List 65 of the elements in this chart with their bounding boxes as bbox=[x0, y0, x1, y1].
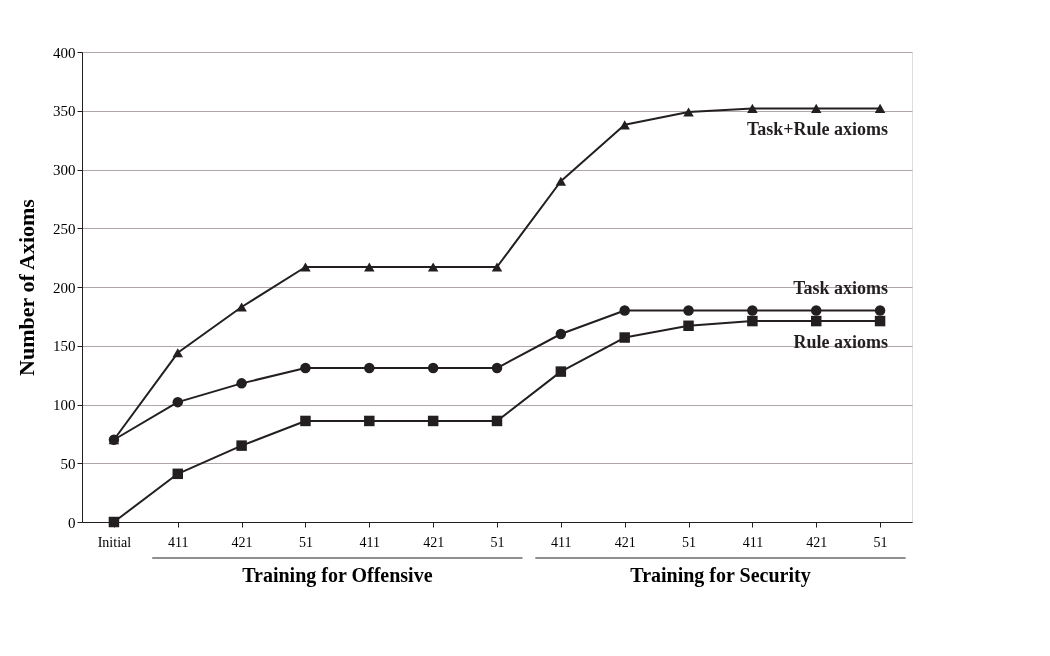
x-tick-label: 421 bbox=[423, 534, 445, 550]
point bbox=[555, 176, 567, 186]
point bbox=[619, 332, 630, 343]
point bbox=[364, 415, 375, 427]
point bbox=[874, 103, 886, 113]
point bbox=[491, 262, 503, 272]
x-tick-label: 51 bbox=[298, 534, 313, 550]
x-tick-label: 421 bbox=[806, 534, 828, 550]
point bbox=[236, 378, 247, 389]
point bbox=[555, 366, 567, 377]
series-label: Task axioms bbox=[793, 277, 889, 298]
point bbox=[172, 468, 184, 480]
point bbox=[236, 440, 247, 451]
y-tick-label: 100 bbox=[53, 397, 76, 413]
point bbox=[427, 262, 439, 272]
y-tick-label: 300 bbox=[53, 162, 76, 178]
text: Training for Security bbox=[630, 564, 811, 587]
x-tick-label: 421 bbox=[231, 534, 253, 550]
y-tick-label: 200 bbox=[53, 279, 76, 296]
point bbox=[747, 315, 758, 327]
point bbox=[172, 396, 184, 408]
point bbox=[108, 516, 120, 528]
point bbox=[427, 415, 439, 427]
y-tick-label: 400 bbox=[53, 44, 76, 61]
point bbox=[683, 320, 694, 332]
point bbox=[683, 305, 694, 316]
y-tick-label: 150 bbox=[53, 338, 76, 355]
y-tick-label: 0 bbox=[68, 514, 76, 531]
y-tick-label: 50 bbox=[60, 455, 76, 472]
point bbox=[810, 315, 822, 327]
point bbox=[619, 305, 630, 316]
point bbox=[300, 362, 311, 374]
point bbox=[172, 348, 184, 358]
x-tick-label: 411 bbox=[359, 534, 381, 550]
point bbox=[874, 305, 886, 316]
point bbox=[300, 262, 311, 272]
x-tick-label: 421 bbox=[614, 534, 636, 550]
y-axis-title: Number of Axioms bbox=[14, 198, 39, 376]
point bbox=[874, 315, 886, 327]
point bbox=[427, 362, 439, 374]
x-tick-label: 51 bbox=[873, 534, 888, 550]
series-label: Rule axioms bbox=[793, 332, 889, 353]
point bbox=[747, 103, 758, 113]
point bbox=[364, 362, 375, 374]
point bbox=[683, 107, 694, 117]
x-tick-label: 51 bbox=[490, 534, 505, 550]
point bbox=[491, 362, 503, 374]
point bbox=[491, 415, 503, 427]
point bbox=[619, 120, 630, 130]
y-tick-label: 250 bbox=[53, 220, 76, 237]
text: Training for Offensive bbox=[242, 564, 433, 587]
x-tick-label: Initial bbox=[97, 534, 132, 550]
point bbox=[810, 305, 822, 316]
x-tick-label: 51 bbox=[682, 534, 697, 550]
y-tick-label: 350 bbox=[53, 103, 76, 120]
point bbox=[810, 103, 822, 113]
point bbox=[236, 302, 247, 312]
point bbox=[364, 262, 375, 272]
x-tick-label: 411 bbox=[742, 534, 764, 550]
x-tick-label: 411 bbox=[168, 534, 189, 550]
series-label: Task+Rule axioms bbox=[746, 119, 889, 140]
x-tick-label: 411 bbox=[551, 534, 572, 550]
point bbox=[747, 305, 758, 316]
point bbox=[300, 415, 311, 427]
point bbox=[555, 328, 567, 340]
